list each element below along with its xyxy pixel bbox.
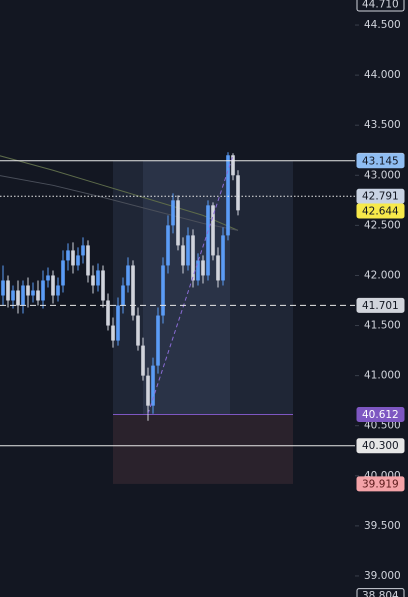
position-highlight: [143, 160, 230, 415]
trend-line: [147, 155, 234, 414]
candle-body: [176, 200, 180, 246]
candle-body: [121, 285, 125, 306]
candle-body: [146, 375, 150, 406]
candle-body: [26, 285, 30, 296]
candle-body: [56, 285, 60, 296]
candle-body: [46, 275, 50, 281]
price-label-box: [356, 297, 405, 313]
candle-body: [186, 235, 190, 266]
price-label: 42.644: [362, 205, 399, 217]
price-label-box: [356, 588, 405, 597]
price-label: 40.300: [362, 440, 399, 452]
candle-body: [31, 290, 35, 296]
price-label: 38.804: [362, 590, 399, 597]
position-stop-zone: [113, 414, 293, 484]
candle-body: [86, 245, 90, 276]
y-tick-label: 43.500: [364, 119, 401, 131]
candle-body: [226, 155, 230, 236]
price-label-box: [356, 0, 405, 12]
y-tick-label: 41.000: [364, 370, 401, 382]
candle-body: [61, 260, 65, 286]
plot-area: [0, 152, 355, 484]
candle-body: [211, 205, 215, 256]
candle-body: [126, 265, 130, 286]
price-label-box: [356, 153, 405, 169]
candle-body: [236, 175, 240, 211]
candle-body: [76, 255, 80, 266]
candle-body: [151, 365, 155, 406]
candle-body: [111, 325, 115, 341]
candle-body: [216, 255, 220, 281]
candle-body: [106, 300, 110, 326]
candle-body: [136, 315, 140, 346]
candle-body: [21, 285, 25, 306]
candle-body: [181, 245, 185, 266]
candle-body: [66, 250, 70, 261]
candle-body: [161, 265, 165, 316]
candle-body: [16, 290, 20, 306]
candle-body: [171, 200, 175, 226]
y-tick-label: 44.000: [364, 69, 401, 81]
candle-body: [71, 250, 75, 266]
candle-body: [231, 155, 235, 176]
candle-body: [116, 305, 120, 341]
candle-body: [201, 260, 205, 276]
price-label-box: [356, 203, 405, 219]
candle-body: [196, 260, 200, 281]
candle-body: [36, 290, 40, 301]
candle-body: [141, 345, 145, 376]
candle-body: [41, 280, 45, 301]
y-tick-label: 39.000: [364, 570, 401, 582]
candle-body: [221, 235, 225, 281]
y-tick-label: 42.000: [364, 269, 401, 281]
candle-body: [11, 290, 15, 301]
price-label: 43.145: [362, 155, 399, 167]
price-label-box: [356, 406, 405, 422]
candle-body: [166, 225, 170, 266]
price-label: 40.612: [362, 409, 399, 421]
price-label: 41.701: [362, 300, 399, 312]
candle-body: [81, 245, 85, 256]
y-tick-label: 43.000: [364, 169, 401, 181]
candle-body: [206, 205, 210, 276]
candle-body: [1, 280, 5, 296]
candle-body: [131, 265, 135, 316]
price-label-box: [356, 188, 405, 204]
candle-body: [91, 275, 95, 286]
candle-body: [51, 275, 55, 296]
price-label-box: [356, 438, 405, 454]
price-label: 39.919: [362, 478, 399, 490]
candle-body: [96, 270, 100, 286]
price-label-box: [356, 476, 405, 492]
y-tick-label: 40.500: [364, 420, 401, 432]
price-label: 44.710: [362, 0, 399, 11]
y-tick-label: 41.500: [364, 320, 401, 332]
candle-body: [6, 280, 10, 301]
candle-body: [101, 270, 105, 301]
price-axis: 44.500 44.000 43.500 43.000 42.500 42.000 41.5…: [355, 0, 405, 597]
candle-body: [156, 315, 160, 366]
y-tick-label: 42.500: [364, 219, 401, 231]
y-tick-label: 44.500: [364, 19, 401, 31]
candle-body: [191, 235, 195, 281]
price-label: 42.791: [362, 191, 399, 203]
y-tick-label: 39.500: [364, 520, 401, 532]
